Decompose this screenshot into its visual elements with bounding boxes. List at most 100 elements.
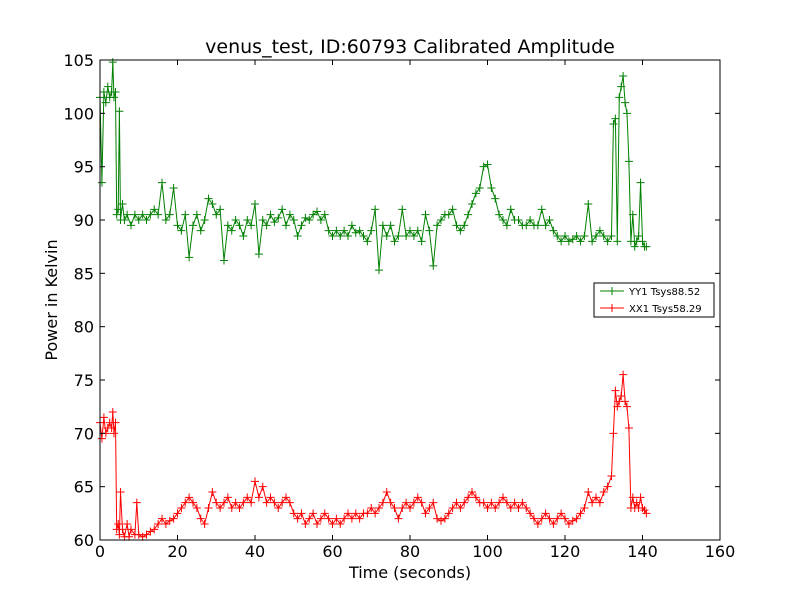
y-tick-label: 75 <box>74 371 94 390</box>
data-point-marker <box>278 498 287 507</box>
data-point-marker <box>125 532 134 541</box>
data-point-marker <box>619 72 628 80</box>
data-point-marker <box>495 498 504 507</box>
data-point-marker <box>297 221 306 230</box>
data-point-marker <box>146 210 155 219</box>
data-point-marker <box>444 509 453 518</box>
data-point-marker <box>196 226 205 235</box>
data-point-marker <box>636 178 645 187</box>
data-point-marker <box>433 221 442 230</box>
x-tick-label: 40 <box>245 542 265 561</box>
data-point-marker <box>537 514 546 523</box>
data-point-marker <box>251 200 259 208</box>
data-point-marker <box>642 509 651 518</box>
data-point-marker <box>251 477 259 486</box>
data-point-marker <box>204 504 213 512</box>
data-point-marker <box>127 525 135 534</box>
data-point-marker <box>537 205 546 214</box>
data-point-marker <box>499 493 507 502</box>
data-point-marker <box>289 509 298 518</box>
data-point-marker <box>642 242 651 251</box>
data-point-marker <box>97 434 106 443</box>
data-point-marker <box>533 221 542 230</box>
data-point-marker <box>588 498 597 507</box>
data-point-marker <box>599 232 608 240</box>
data-point-marker <box>130 210 139 219</box>
data-point-marker <box>564 237 573 246</box>
data-point-marker <box>464 210 473 219</box>
data-point-marker <box>344 509 352 518</box>
x-tick-label: 0 <box>95 542 105 561</box>
data-point-marker <box>580 232 589 240</box>
x-axis-label: Time (seconds) <box>348 563 471 582</box>
data-point-marker <box>615 93 624 102</box>
data-point-marker <box>262 221 271 230</box>
data-point-marker <box>406 226 414 235</box>
data-point-marker <box>437 516 445 525</box>
data-point-marker <box>624 157 633 166</box>
data-point-marker <box>134 216 143 224</box>
data-point-marker <box>305 514 314 523</box>
y-tick-label: 90 <box>74 211 94 230</box>
data-point-marker <box>367 226 376 235</box>
data-point-marker <box>109 429 118 438</box>
data-point-marker <box>390 237 399 246</box>
data-point-marker <box>169 184 178 192</box>
y-tick-label: 65 <box>74 478 94 497</box>
data-point-marker <box>297 509 306 518</box>
data-point-marker <box>576 237 585 246</box>
data-point-marker <box>208 488 217 496</box>
data-point-marker <box>595 226 604 235</box>
series-line <box>99 62 647 271</box>
data-point-marker <box>270 218 279 227</box>
data-point-marker <box>471 189 480 198</box>
data-point-marker <box>192 210 201 219</box>
data-point-marker <box>266 493 275 502</box>
data-point-marker <box>165 516 174 525</box>
plot-area <box>96 58 651 541</box>
data-point-marker <box>367 504 376 512</box>
data-point-marker <box>595 498 604 507</box>
data-point-marker <box>181 498 190 507</box>
data-point-marker <box>499 216 507 224</box>
data-point-marker <box>161 216 170 224</box>
data-point-marker <box>584 200 593 208</box>
data-point-marker <box>192 504 201 512</box>
data-point-marker <box>518 498 527 507</box>
data-point-marker <box>115 107 124 116</box>
data-point-marker <box>510 498 519 507</box>
data-point-marker <box>588 237 597 246</box>
data-point-marker <box>282 493 290 502</box>
legend-box <box>593 282 715 318</box>
x-tick-label: 80 <box>400 542 420 561</box>
data-point-marker <box>355 514 364 523</box>
data-point-marker <box>636 493 645 502</box>
data-point-marker <box>154 210 163 219</box>
data-point-marker <box>138 210 147 219</box>
data-point-marker <box>285 210 294 219</box>
legend: YY1 Tsys88.52 XX1 Tsys58.29 <box>593 282 715 318</box>
data-point-marker <box>118 200 127 208</box>
data-point-marker <box>363 237 372 246</box>
data-point-marker <box>491 194 500 203</box>
data-point-marker <box>247 221 256 230</box>
data-point-marker <box>487 184 496 192</box>
data-point-marker <box>580 504 589 512</box>
data-point-marker <box>212 498 221 507</box>
data-point-marker <box>613 402 622 411</box>
data-point-marker <box>332 514 341 523</box>
y-tick-label: 60 <box>74 531 94 550</box>
data-point-marker <box>239 498 248 507</box>
data-point-marker <box>216 504 225 512</box>
data-point-marker <box>632 498 641 507</box>
data-point-marker <box>220 498 228 507</box>
data-point-marker <box>468 200 476 208</box>
data-point-marker <box>491 504 500 512</box>
data-point-marker <box>541 509 550 518</box>
data-point-marker <box>402 498 411 507</box>
data-point-marker <box>266 210 275 219</box>
x-tick-label: 120 <box>550 542 581 561</box>
data-point-marker <box>359 232 368 240</box>
data-point-marker <box>123 520 132 528</box>
